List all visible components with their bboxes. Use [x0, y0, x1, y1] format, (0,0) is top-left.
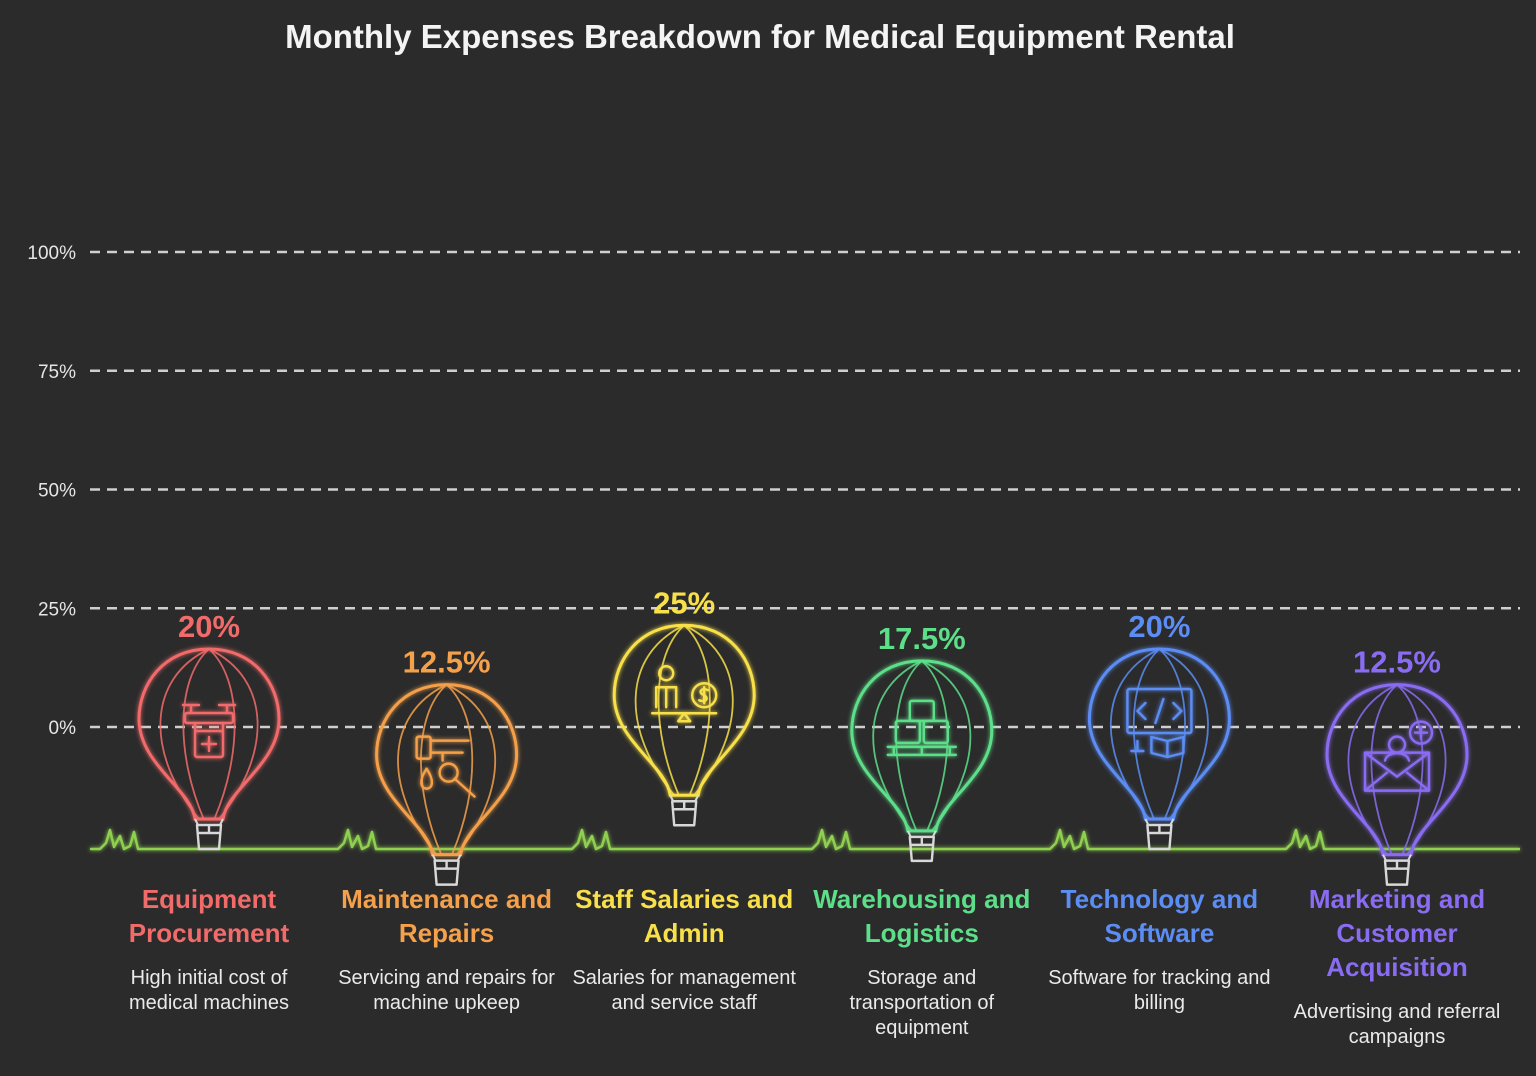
y-tick-label: 100%	[27, 243, 76, 264]
category-description: Advertising and referral campaigns	[1293, 1001, 1501, 1048]
balloons: 20% 12.5% 25% 17.5% 20% 12.5%	[137, 585, 1469, 886]
y-tick-label: 0%	[49, 718, 77, 739]
person-dollar-scale-icon	[651, 665, 718, 723]
category-title: Technology and Software	[1060, 884, 1259, 948]
balloon-envelope	[1087, 647, 1231, 821]
value-label: 20%	[178, 609, 240, 644]
balloon-envelope	[850, 659, 994, 833]
value-label: 20%	[1128, 609, 1190, 644]
balloon-1: 20%	[137, 609, 281, 851]
y-tick-label: 75%	[38, 362, 76, 383]
value-label: 12.5%	[1353, 645, 1441, 680]
mail-user-plus-icon	[1363, 720, 1434, 792]
y-tick-label: 25%	[38, 599, 76, 620]
balloon-5: 20%	[1087, 609, 1231, 851]
balloon-basket	[671, 800, 698, 827]
y-tick-label: 50%	[38, 481, 76, 502]
category-title: Equipment Procurement	[128, 884, 290, 948]
code-monitor-book-icon	[1126, 687, 1193, 759]
value-label: 17.5%	[878, 621, 966, 656]
balloon-basket	[1383, 859, 1411, 886]
category-description: Software for tracking and billing	[1048, 967, 1271, 1014]
balloon-basket	[195, 823, 223, 851]
category-description: Servicing and repairs for machine upkeep	[338, 967, 555, 1014]
balloon-envelope	[1325, 683, 1469, 857]
balloon-4: 17.5%	[850, 621, 994, 863]
category-description: Storage and transportation of equipment	[849, 967, 995, 1039]
chart-title: Monthly Expenses Breakdown for Medical E…	[285, 18, 1235, 55]
category-description: Salaries for management and service staf…	[572, 967, 796, 1014]
value-label: 25%	[653, 585, 715, 620]
ground-line	[90, 828, 1520, 851]
boxes-pallet-icon	[886, 699, 957, 757]
category-title: Staff Salaries and Admin	[575, 884, 794, 948]
balloon-envelope	[612, 623, 756, 797]
balloon-2: 12.5%	[375, 645, 519, 886]
wrench-drop-icon	[415, 735, 476, 798]
balloon-basket	[433, 859, 460, 886]
value-label: 12.5%	[403, 645, 491, 680]
balloon-envelope	[137, 647, 281, 821]
category-title: Marketing and Customer Acquisition	[1308, 884, 1486, 982]
category-title: Maintenance and Repairs	[341, 884, 553, 948]
drone-medical-icon	[181, 703, 237, 759]
balloon-6: 12.5%	[1325, 645, 1469, 886]
balloon-3: 25%	[612, 585, 756, 827]
balloon-envelope	[375, 683, 519, 857]
category-description: High initial cost of medical machines	[128, 967, 290, 1014]
balloon-basket	[1146, 823, 1173, 851]
balloon-basket	[908, 835, 935, 863]
ground-grass-line	[90, 828, 1520, 851]
gridlines: 0% 25% 50% 75% 100%	[27, 243, 1520, 739]
category-title: Warehousing and Logistics	[813, 884, 1031, 948]
